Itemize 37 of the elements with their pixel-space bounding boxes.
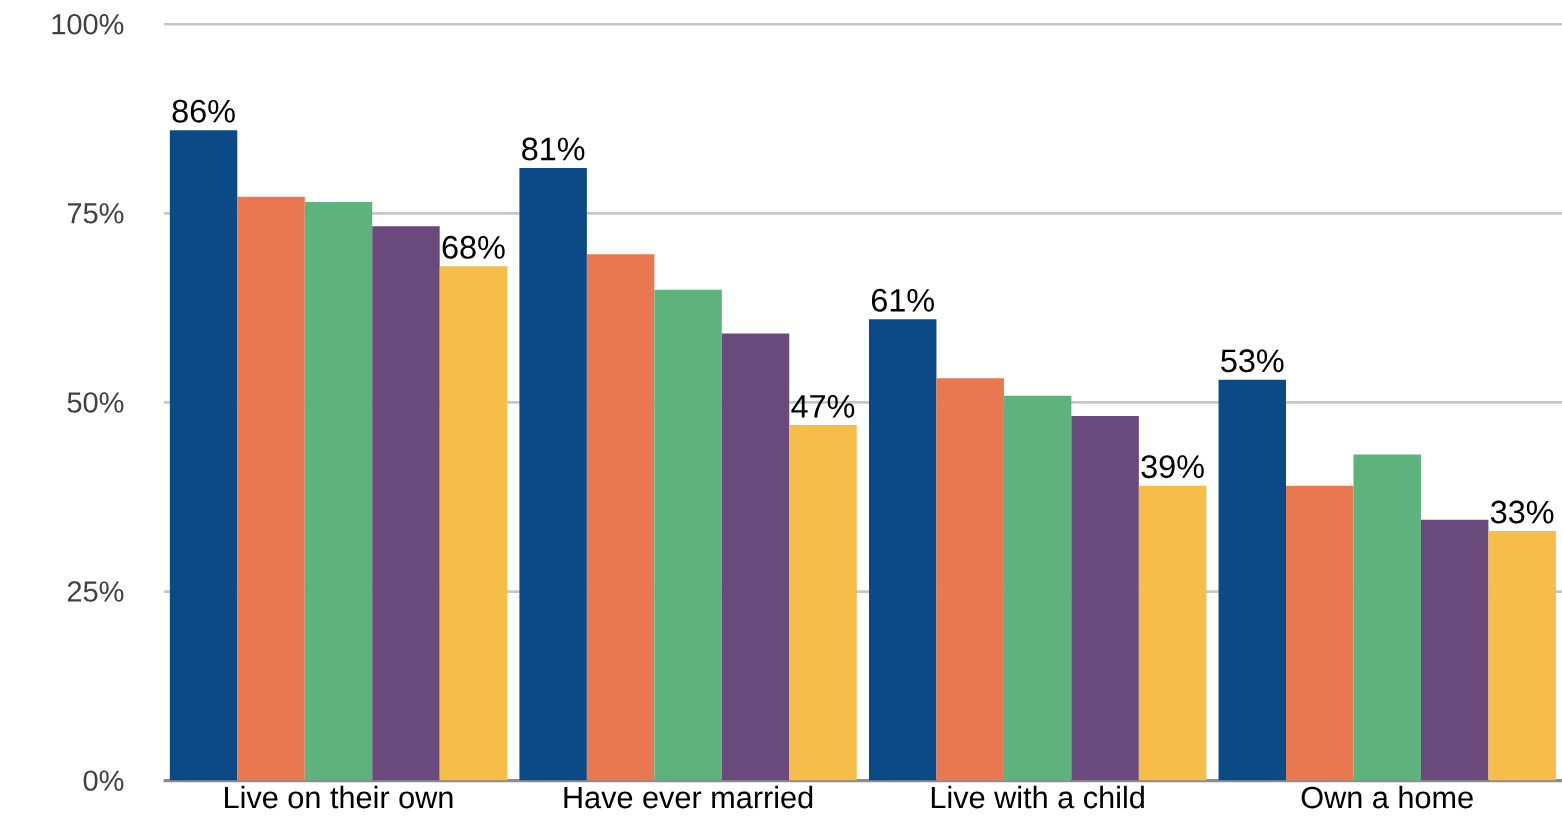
bar xyxy=(439,266,508,781)
bar xyxy=(1420,519,1489,781)
bar xyxy=(1488,530,1556,781)
data-label: 61% xyxy=(871,288,934,312)
bar xyxy=(372,226,440,781)
bar xyxy=(237,196,305,781)
data-label: 39% xyxy=(1141,455,1204,479)
bar xyxy=(868,319,937,781)
bar xyxy=(789,425,857,781)
data-label: 53% xyxy=(1221,349,1284,373)
bar xyxy=(1138,485,1207,781)
y-tick-label: 75% xyxy=(67,203,124,224)
bar xyxy=(586,254,655,781)
data-label: 81% xyxy=(522,137,585,161)
bar xyxy=(519,167,587,781)
x-tick-label: Live with a child xyxy=(931,785,1144,809)
data-label: 33% xyxy=(1490,500,1554,524)
bar xyxy=(1286,485,1354,781)
bar xyxy=(169,130,238,781)
y-tick-label: 50% xyxy=(67,392,124,413)
bar xyxy=(1353,454,1421,781)
data-label: 86% xyxy=(172,99,235,123)
bar xyxy=(654,289,722,781)
x-tick-label: Live on their own xyxy=(225,785,453,809)
x-tick-label: Own a home xyxy=(1301,785,1473,809)
bar xyxy=(936,378,1004,781)
data-label: 68% xyxy=(442,235,505,259)
y-tick-label: 25% xyxy=(67,581,124,602)
x-tick-label: Have ever married xyxy=(564,785,813,809)
bar xyxy=(304,201,373,781)
bar xyxy=(1218,379,1287,781)
data-label: 47% xyxy=(791,394,855,418)
y-tick-label: 100% xyxy=(52,13,124,35)
bar xyxy=(721,333,790,781)
y-tick-label: 0% xyxy=(83,770,124,791)
bar xyxy=(1071,415,1139,781)
bar xyxy=(1003,395,1072,781)
